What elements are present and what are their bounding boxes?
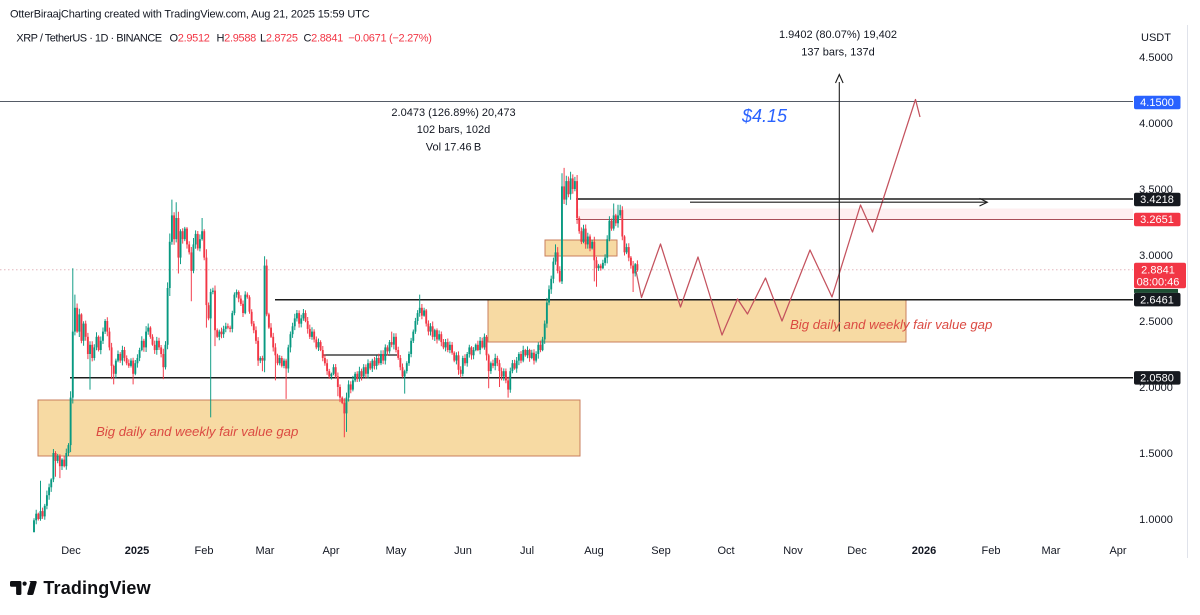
svg-text:$4.15: $4.15	[741, 106, 788, 126]
svg-text:Feb: Feb	[982, 545, 1001, 557]
svg-text:2.5000: 2.5000	[1139, 316, 1173, 328]
svg-text:102 bars, 102d: 102 bars, 102d	[417, 124, 490, 136]
svg-text:137 bars, 137d: 137 bars, 137d	[801, 47, 874, 59]
svg-text:Nov: Nov	[783, 545, 803, 557]
svg-text:3.4218: 3.4218	[1140, 194, 1174, 206]
svg-text:Apr: Apr	[322, 545, 339, 557]
svg-text:4.1500: 4.1500	[1140, 97, 1174, 109]
svg-text:1.5000: 1.5000	[1139, 448, 1173, 460]
svg-text:2.8841: 2.8841	[1141, 264, 1175, 276]
svg-text:OtterBiraajCharting created wi: OtterBiraajCharting created with Trading…	[10, 9, 370, 21]
svg-text:Mar: Mar	[256, 545, 275, 557]
svg-text:08:00:46: 08:00:46	[1137, 276, 1180, 288]
svg-text:4.5000: 4.5000	[1139, 52, 1173, 64]
svg-text:2026: 2026	[912, 545, 936, 557]
svg-text:3.0000: 3.0000	[1139, 250, 1173, 262]
svg-text:Apr: Apr	[1109, 545, 1126, 557]
svg-text:Aug: Aug	[584, 545, 604, 557]
svg-text:Jun: Jun	[454, 545, 472, 557]
svg-text:H2.9588: H2.9588	[217, 33, 257, 45]
svg-text:2.0473 (126.89%) 20,473: 2.0473 (126.89%) 20,473	[391, 107, 515, 119]
svg-text:Oct: Oct	[717, 545, 734, 557]
svg-text:L2.8725: L2.8725	[260, 33, 298, 45]
svg-text:Mar: Mar	[1042, 545, 1061, 557]
svg-text:Sep: Sep	[651, 545, 671, 557]
svg-text:1.0000: 1.0000	[1139, 514, 1173, 526]
svg-text:C2.8841: C2.8841	[304, 33, 344, 45]
svg-text:2.0000: 2.0000	[1139, 382, 1173, 394]
svg-text:Jul: Jul	[520, 545, 534, 557]
svg-text:May: May	[386, 545, 407, 557]
svg-text:Dec: Dec	[61, 545, 81, 557]
svg-text:4.0000: 4.0000	[1139, 118, 1173, 130]
svg-text:Vol 17.46 B: Vol 17.46 B	[426, 142, 481, 154]
svg-text:−0.0671 (−2.27%): −0.0671 (−2.27%)	[348, 33, 431, 45]
svg-text:3.2651: 3.2651	[1140, 214, 1174, 226]
svg-text:Big daily and weekly fair valu: Big daily and weekly fair value gap	[96, 424, 298, 439]
svg-text:USDT: USDT	[1141, 32, 1171, 44]
svg-text:XRP / TetherUS · 1D · BINANCE: XRP / TetherUS · 1D · BINANCE	[16, 33, 161, 45]
svg-text:2.6461: 2.6461	[1140, 294, 1174, 306]
svg-text:Dec: Dec	[847, 545, 867, 557]
svg-text:TradingView: TradingView	[43, 578, 151, 598]
svg-text:Feb: Feb	[195, 545, 214, 557]
svg-text:2.0580: 2.0580	[1140, 373, 1174, 385]
svg-text:1.9402 (80.07%) 19,402: 1.9402 (80.07%) 19,402	[779, 29, 897, 41]
svg-text:O2.9512: O2.9512	[170, 33, 210, 45]
svg-text:2025: 2025	[125, 545, 149, 557]
svg-text:Big daily and weekly fair valu: Big daily and weekly fair value gap	[790, 317, 992, 332]
